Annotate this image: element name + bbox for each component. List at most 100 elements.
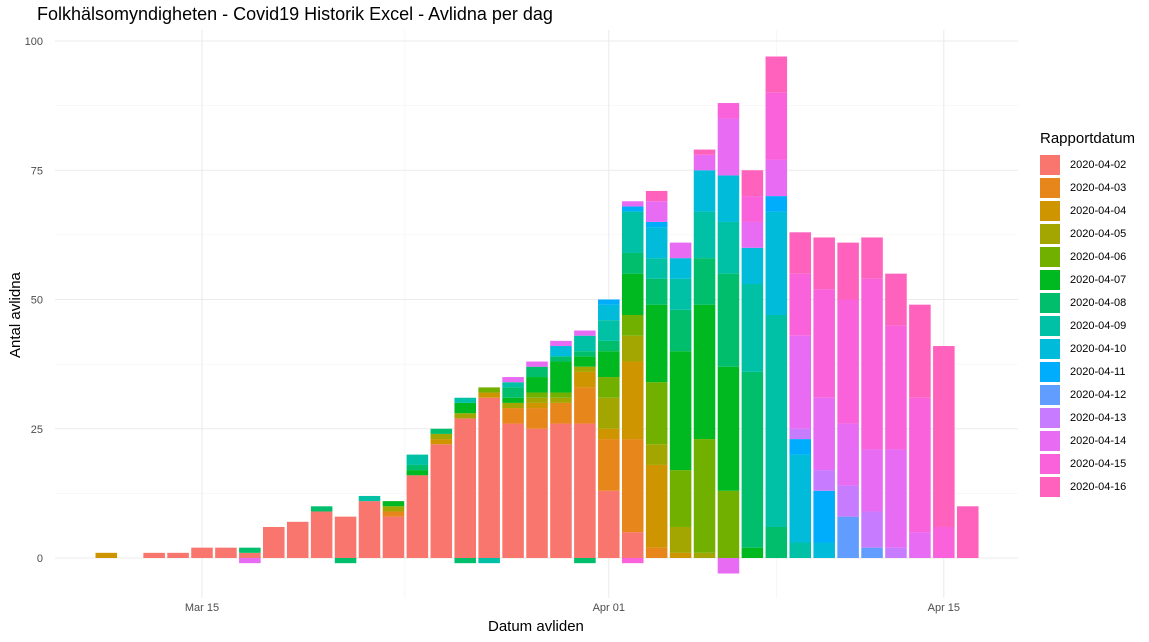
bar-segment [502, 408, 524, 424]
bar-segment [669, 526, 692, 553]
bar-segment [526, 361, 548, 367]
bar-segment [526, 377, 548, 393]
bar-segment [693, 552, 716, 558]
legend-label: 2020-04-03 [1070, 181, 1127, 194]
bar-segment [717, 273, 740, 367]
bar-segment [598, 351, 620, 378]
bar-segment [669, 309, 692, 352]
bar-segment [789, 273, 812, 336]
bar-segment [358, 495, 381, 502]
bar-segment [478, 387, 500, 393]
bar-segment [478, 397, 500, 558]
bar-segment [502, 397, 524, 403]
bar-segment [406, 475, 429, 558]
bar-segment [693, 154, 716, 171]
bar-segment [167, 552, 189, 558]
bar-segment [574, 356, 596, 367]
y-tick-label: 75 [31, 165, 43, 177]
bar-segment [837, 299, 859, 424]
bar-segment-negative [574, 558, 596, 564]
bar-segment [526, 397, 548, 403]
bar-segment [669, 552, 692, 558]
bar-segment [861, 237, 883, 279]
legend-label: 2020-04-08 [1070, 296, 1127, 309]
legend-label: 2020-04-12 [1070, 388, 1127, 401]
legend-key [1040, 269, 1060, 290]
bar-segment [813, 490, 835, 543]
bar-segment [574, 371, 596, 388]
bar-segment [693, 211, 716, 259]
bar-segment [645, 190, 668, 202]
y-tick-label: 100 [25, 36, 43, 48]
legend-item: 2020-04-06 [1040, 245, 1135, 268]
bar-segment [861, 511, 883, 548]
bar-segment [334, 516, 357, 558]
legend-item: 2020-04-14 [1040, 429, 1135, 452]
bar-segment [382, 516, 405, 558]
bar-segment [813, 397, 835, 471]
bar-segment [645, 547, 668, 558]
bar-segment [933, 526, 955, 558]
bar-segment [861, 547, 883, 558]
bar-segment [454, 397, 476, 403]
bar-segment [885, 325, 907, 450]
x-axis-label: Datum avliden [488, 618, 584, 635]
bar-segment [310, 511, 333, 558]
bar-segment [574, 423, 596, 558]
bar-segment [526, 392, 548, 398]
bar-segment [95, 552, 118, 558]
bar-segment [741, 221, 764, 248]
bar-segment [574, 330, 596, 336]
bar-segment [645, 258, 668, 279]
bar-segment [286, 521, 309, 558]
bar-segment [574, 351, 596, 357]
bar-segment [837, 485, 859, 517]
legend-label: 2020-04-07 [1070, 273, 1127, 286]
bar-segment [502, 377, 524, 383]
bar-segment [621, 361, 644, 440]
bar-segment [861, 278, 883, 450]
bar-segment [191, 547, 213, 558]
bar-segment [741, 196, 764, 222]
bar-segment [550, 397, 572, 403]
bar-segment [693, 170, 716, 212]
bar-segment [598, 304, 620, 321]
bar-segment [621, 252, 644, 274]
bar-segment [645, 278, 668, 305]
bar-segment [382, 506, 405, 512]
legend-key [1040, 453, 1060, 474]
bar-segment [741, 247, 764, 284]
bar-segment [693, 304, 716, 440]
bar-segment [454, 413, 476, 419]
bar-segment [909, 397, 931, 533]
bar-segment [741, 283, 764, 372]
bar-segment [789, 232, 812, 274]
bar-segment [430, 428, 453, 434]
bar-segment [406, 464, 429, 471]
bar-segment [885, 273, 907, 326]
bar-segment [598, 439, 620, 491]
bar-segment [358, 501, 381, 558]
y-axis-label: Antal avlidna [7, 272, 24, 358]
bar-segment [645, 444, 668, 465]
bar-segment [645, 304, 668, 383]
bar-segment [645, 221, 668, 228]
bar-segment [765, 526, 788, 558]
bar-segment [789, 335, 812, 429]
bar-segment [909, 304, 931, 398]
legend-key [1040, 177, 1060, 198]
bar-segment [645, 382, 668, 445]
bar-segment [239, 547, 261, 553]
bar-segment [693, 258, 716, 305]
bar-segment-negative [454, 558, 476, 564]
bar-segment [502, 402, 524, 409]
bar-segment [598, 320, 620, 341]
bar-segment [741, 371, 764, 548]
bar-segment [765, 92, 788, 160]
y-tick-label: 50 [31, 295, 43, 307]
bar-segment [310, 506, 333, 512]
legend-item: 2020-04-16 [1040, 475, 1135, 498]
legend-title: Rapportdatum [1040, 130, 1136, 147]
bar-segment [526, 366, 548, 378]
